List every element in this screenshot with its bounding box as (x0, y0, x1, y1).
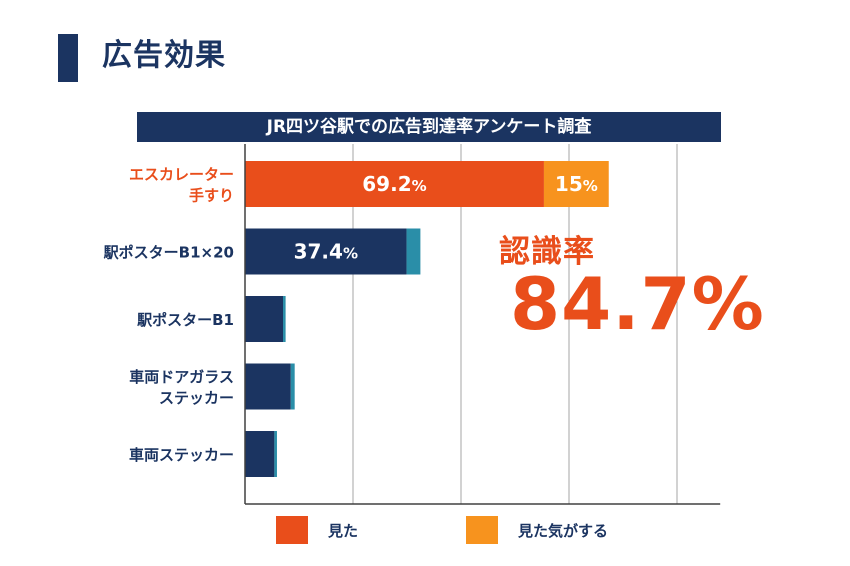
chart-title: JR四ツ谷駅での広告到達率アンケート調査 (137, 112, 721, 142)
section-title: 広告効果 (102, 38, 226, 73)
legend-item-saw: 見た (276, 516, 358, 544)
legend-label-think-saw: 見た気がする (518, 521, 609, 540)
bar-segment (245, 228, 407, 275)
legend-swatch-saw (276, 516, 308, 544)
legend-label-saw: 見た (328, 521, 359, 540)
bar-segment (274, 431, 277, 477)
bar-segment (406, 228, 421, 275)
bar-segment (290, 363, 295, 410)
data-label: 69.2% (362, 172, 426, 196)
data-label: 15% (555, 172, 598, 196)
category-label: 駅ポスターB1×20 (103, 244, 234, 262)
recognition-rate-label: 認識率 (499, 234, 595, 270)
recognition-rate-value: 84.7% (510, 262, 765, 346)
bar-segment (283, 296, 286, 342)
section-accent-bar (58, 34, 78, 82)
bar-segment (245, 431, 275, 477)
bar-segment (245, 161, 544, 207)
category-label: 駅ポスターB1 (136, 311, 234, 329)
data-label: 37.4% (294, 240, 358, 264)
bar-segment (543, 161, 609, 207)
bar-segment (245, 363, 291, 410)
category-label: エスカレーター手すり (129, 166, 234, 205)
legend-item-think-saw: 見た気がする (466, 516, 608, 544)
category-label: 車両ステッカー (129, 446, 234, 464)
bar-segment (245, 296, 284, 342)
legend-swatch-think-saw (466, 516, 498, 544)
category-label: 車両ドアガラスステッカー (129, 368, 234, 407)
